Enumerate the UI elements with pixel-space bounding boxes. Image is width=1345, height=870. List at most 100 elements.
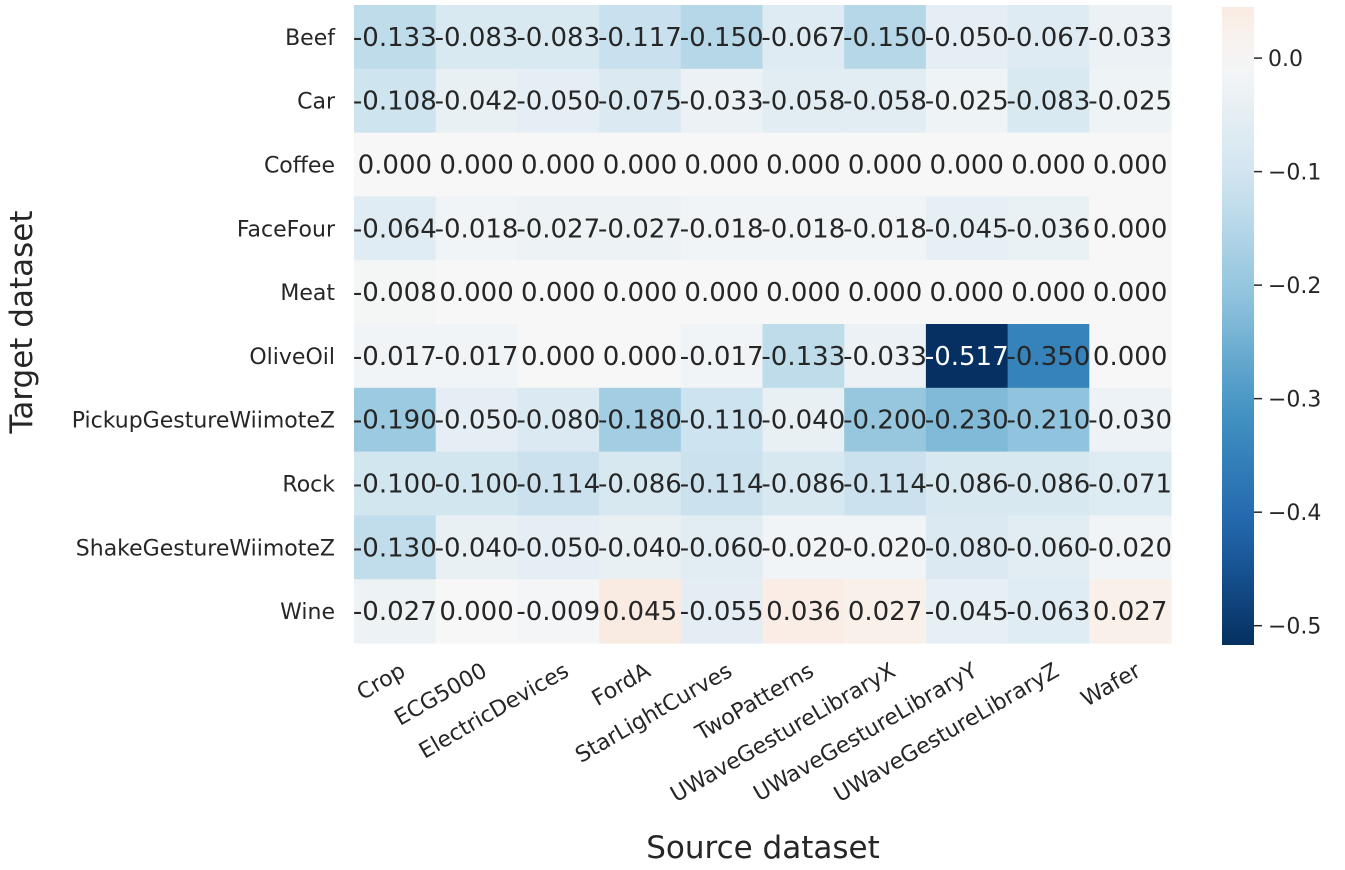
heatmap-cell xyxy=(844,451,927,516)
heatmap-cell xyxy=(517,579,600,644)
heatmap-cell xyxy=(925,515,1009,580)
cell-value-label: 0.000 xyxy=(1011,278,1085,308)
heatmap-cell xyxy=(1089,324,1172,389)
y-axis-title: Target dataset xyxy=(4,211,40,435)
heatmap-cell xyxy=(435,196,518,261)
cell-value-label: -0.008 xyxy=(353,278,437,308)
cell-value-label: -0.045 xyxy=(925,214,1009,244)
cell-value-label: -0.083 xyxy=(435,23,519,53)
cell-value-label: -0.018 xyxy=(843,214,927,244)
heatmap-cell xyxy=(354,68,437,134)
heatmap-cell xyxy=(517,260,600,325)
heatmap-cell xyxy=(762,132,845,197)
heatmap-cell xyxy=(762,260,845,325)
cell-value-label: -0.018 xyxy=(435,214,519,244)
cell-value-label: -0.064 xyxy=(353,214,437,244)
x-axis-title: Source dataset xyxy=(646,830,880,866)
heatmap-cell xyxy=(435,387,518,453)
heatmap-cell xyxy=(435,260,518,325)
x-tick-label: Wafer xyxy=(1077,658,1146,712)
heatmap-cell xyxy=(435,68,518,134)
cell-value-label: -0.100 xyxy=(353,470,437,500)
cell-value-label: -0.017 xyxy=(353,342,437,372)
heatmap-cell xyxy=(680,515,764,580)
heatmap-cell xyxy=(762,579,845,644)
x-tick-label: ElectricDevices xyxy=(415,659,573,765)
heatmap-cell xyxy=(844,515,927,580)
colorbar-tick-label: −0.5 xyxy=(1268,615,1321,640)
cell-value-label: -0.050 xyxy=(435,406,519,436)
cell-value-label: -0.071 xyxy=(1088,470,1172,500)
heatmap-cell xyxy=(680,132,764,197)
heatmap-cell xyxy=(1089,5,1172,70)
cell-value-label: -0.020 xyxy=(761,533,845,563)
cell-value-label: -0.114 xyxy=(516,470,600,500)
cell-value-label: 0.000 xyxy=(603,278,677,308)
heatmap-cell xyxy=(354,324,437,389)
cell-value-label: -0.027 xyxy=(516,214,600,244)
cell-value-label: -0.036 xyxy=(1007,214,1091,244)
heatmap-cell xyxy=(844,196,927,261)
heatmap-cell xyxy=(1089,196,1172,261)
cell-value-label: -0.080 xyxy=(516,406,600,436)
cell-value-label: 0.027 xyxy=(848,597,922,627)
heatmap-cell xyxy=(1007,451,1090,516)
heatmap-cell xyxy=(762,68,845,134)
heatmap-cell xyxy=(1089,260,1172,325)
cell-value-label: -0.040 xyxy=(598,533,682,563)
heatmap-cell xyxy=(354,387,437,453)
y-tick-label: OliveOil xyxy=(249,345,335,370)
cell-value-label: -0.083 xyxy=(1007,87,1091,117)
heatmap-cell xyxy=(844,387,927,453)
heatmap-cell xyxy=(354,196,437,261)
heatmap-cell xyxy=(1007,515,1090,580)
heatmap-cell xyxy=(1007,387,1090,453)
heatmap-cell xyxy=(599,324,682,389)
heatmap-cell xyxy=(762,5,845,70)
heatmap-cell xyxy=(844,5,927,70)
cell-value-label: -0.150 xyxy=(843,23,927,53)
heatmap-cell xyxy=(1007,68,1090,134)
heatmap-cell xyxy=(680,324,764,389)
cell-value-label: -0.210 xyxy=(1007,406,1091,436)
cell-value-label: 0.000 xyxy=(848,151,922,181)
heatmap-cell xyxy=(599,451,682,516)
cell-value-label: -0.040 xyxy=(435,533,519,563)
cell-value-label: -0.180 xyxy=(598,406,682,436)
heatmap-cell xyxy=(599,132,682,197)
heatmap-cell xyxy=(599,196,682,261)
heatmap-cell xyxy=(1089,387,1172,453)
heatmap-cell xyxy=(1007,260,1090,325)
cell-value-label: -0.018 xyxy=(680,214,764,244)
cell-value-label: 0.000 xyxy=(1011,151,1085,181)
cell-value-label: -0.050 xyxy=(516,533,600,563)
heatmap-cell xyxy=(435,451,518,516)
cell-value-label: 0.000 xyxy=(521,342,595,372)
cell-value-label: -0.230 xyxy=(925,406,1009,436)
heatmap-cell xyxy=(1007,132,1090,197)
cell-value-label: -0.033 xyxy=(680,87,764,117)
colorbar: 0.0 −0.1 −0.2 −0.3 −0.4 −0.5 xyxy=(1222,7,1321,645)
cell-value-label: 0.000 xyxy=(848,278,922,308)
cell-value-label: -0.045 xyxy=(925,597,1009,627)
cell-value-label: -0.133 xyxy=(761,342,845,372)
cell-value-label: -0.033 xyxy=(843,342,927,372)
heatmap-cell xyxy=(925,132,1009,197)
heatmap-cell xyxy=(680,579,764,644)
heatmap-cell xyxy=(680,196,764,261)
cell-value-label: -0.080 xyxy=(925,533,1009,563)
heatmap-cell xyxy=(354,132,437,197)
cell-value-label: -0.017 xyxy=(435,342,519,372)
heatmap-cell-labels: -0.133-0.083-0.083-0.117-0.150-0.067-0.1… xyxy=(353,23,1172,627)
cell-value-label: 0.000 xyxy=(1093,278,1167,308)
cell-value-label: 0.000 xyxy=(930,278,1004,308)
heatmap-cell xyxy=(925,196,1009,261)
heatmap-cell xyxy=(762,324,845,389)
heatmap-cell xyxy=(435,324,518,389)
cell-value-label: -0.130 xyxy=(353,533,437,563)
heatmap-cell xyxy=(925,5,1009,70)
heatmap-cell xyxy=(844,324,927,389)
cell-value-label: -0.018 xyxy=(761,214,845,244)
cell-value-label: 0.000 xyxy=(439,278,513,308)
